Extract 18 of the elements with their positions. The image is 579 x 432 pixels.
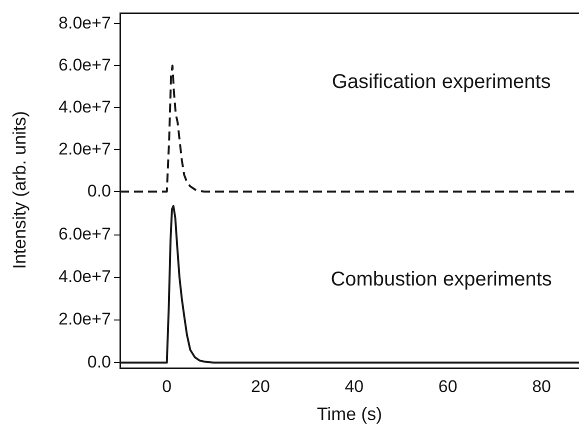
x-tick-label: 60 — [438, 376, 458, 396]
y-tick-label: 6.0e+7 — [58, 224, 111, 244]
y-tick-label: 4.0e+7 — [58, 267, 111, 286]
x-tick-label: 40 — [344, 376, 364, 396]
y-tick-label: 2.0e+7 — [58, 310, 111, 329]
annotation: Combustion experiments — [330, 268, 552, 291]
y-tick-label: 4.0e+7 — [58, 97, 111, 116]
x-tick-label: 80 — [532, 376, 551, 396]
y-tick-label: 0.0 — [87, 181, 111, 200]
x-axis-title: Time (s) — [316, 404, 382, 424]
annotation: Gasification experiments — [332, 71, 551, 94]
x-tick-label: 0 — [162, 376, 172, 396]
y-tick-label: 2.0e+7 — [58, 139, 111, 158]
y-tick-label: 8.0e+7 — [58, 13, 111, 32]
x-tick-label: 20 — [251, 376, 270, 396]
y-tick-label: 6.0e+7 — [58, 55, 111, 74]
y-axis-title: Intensity (arb. units) — [10, 110, 30, 270]
y-tick-label: 0.0 — [87, 352, 111, 372]
